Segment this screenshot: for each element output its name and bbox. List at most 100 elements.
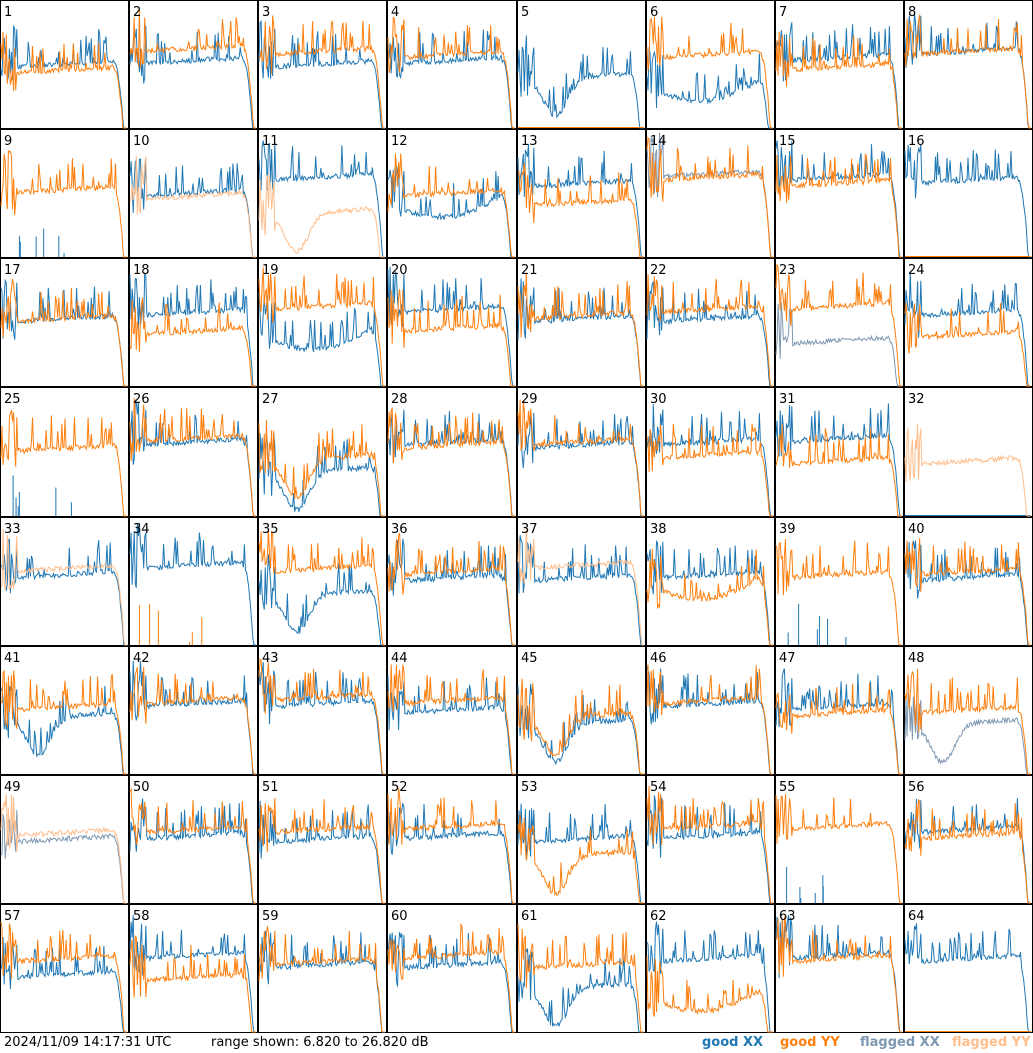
- panel-45-yy-line: [517, 678, 644, 775]
- panel-61-yy-line: [517, 923, 644, 1033]
- panel-frame: [904, 129, 1033, 258]
- panel-label: 55: [779, 780, 796, 795]
- panel-52-xx-line: [387, 803, 515, 904]
- panel-45: 45: [517, 646, 646, 775]
- panel-62-xx-line: [646, 921, 773, 1033]
- panel-42-yy-line: [129, 666, 256, 775]
- panel-60-yy-line: [387, 922, 515, 1033]
- panel-30-yy-line: [646, 423, 773, 517]
- legend-flagged-xx-label: flagged XX: [860, 1035, 940, 1050]
- panel-15-xx-line: [775, 140, 902, 258]
- panel-10: 10: [129, 129, 258, 258]
- panel-34: 34: [129, 517, 258, 646]
- panel-11: 11: [258, 129, 387, 258]
- panel-frame: [129, 258, 258, 387]
- legend-flagged-yy: flagged YY: [952, 1033, 1031, 1053]
- legend-good-yy: good YY: [780, 1033, 840, 1053]
- panel-label: 50: [133, 780, 150, 795]
- panel-4-yy-line: [387, 16, 515, 129]
- range-text: range shown: 6.820 to 26.820 dB: [211, 1035, 429, 1050]
- panel-30: 30: [646, 387, 775, 517]
- panel-label: 15: [779, 134, 796, 149]
- panel-55-yy-line: [775, 794, 902, 904]
- timestamp: 2024/11/09 14:17:31 UTC: [4, 1035, 172, 1050]
- panel-15: 15: [775, 129, 904, 258]
- panel-41-xx-line: [0, 679, 127, 775]
- panel-44: 44: [387, 646, 517, 775]
- panel-29: 29: [517, 387, 646, 517]
- panel-frame: [775, 129, 904, 258]
- panel-31-yy-line: [775, 424, 902, 517]
- panel-33-yy-line: [1, 528, 127, 646]
- panel-label: 36: [391, 522, 408, 537]
- panel-36: 36: [387, 517, 517, 646]
- panel-50-xx-line: [129, 798, 256, 904]
- panel-54: 54: [646, 775, 775, 904]
- panel-24-xx-line: [904, 271, 1031, 387]
- panel-14: 14: [646, 129, 775, 258]
- panel-label: 45: [521, 651, 538, 666]
- panel-35-xx-line: [258, 554, 385, 646]
- panel-31-xx-line: [775, 403, 902, 517]
- panel-53-xx-line: [517, 803, 644, 904]
- panel-frame: [517, 258, 646, 387]
- panel-label: 34: [133, 522, 150, 537]
- panel-label: 32: [908, 392, 925, 407]
- panel-38-xx-line: [646, 539, 773, 646]
- panel-37-xx-line: [517, 535, 644, 646]
- panel-label: 51: [262, 780, 279, 795]
- panel-frame: [258, 129, 387, 258]
- panel-16-xx-line: [904, 144, 1031, 258]
- panel-label: 38: [650, 522, 667, 537]
- panel-4-xx-line: [387, 25, 515, 129]
- panel-7-yy-line: [775, 31, 902, 129]
- panel-frame: [387, 387, 517, 517]
- footer: 2024/11/09 14:17:31 UTC range shown: 6.8…: [0, 1033, 1033, 1053]
- panel-frame: [517, 775, 646, 904]
- panel-57-xx-line: [0, 937, 127, 1033]
- panel-label: 59: [262, 909, 279, 924]
- panel-25-xx-line: [12, 475, 72, 516]
- panel-35: 35: [258, 517, 387, 646]
- panel-20-xx-line: [387, 266, 515, 387]
- panel-frame: [517, 517, 646, 646]
- panel-label: 52: [391, 780, 408, 795]
- panel-label: 61: [521, 909, 538, 924]
- panel-frame: [258, 646, 387, 775]
- panel-label: 19: [262, 263, 279, 278]
- legend-good-yy-label: good YY: [780, 1035, 840, 1050]
- panel-label: 41: [4, 651, 21, 666]
- panel-label: 39: [779, 522, 796, 537]
- panel-17-yy-line: [0, 278, 127, 387]
- panel-frame: [775, 904, 904, 1033]
- panel-frame: [646, 258, 775, 387]
- panel-49-yy-line: [0, 793, 127, 904]
- panel-64: 64: [904, 904, 1033, 1033]
- panel-label: 2: [133, 5, 141, 20]
- panel-8: 8: [904, 0, 1033, 129]
- panel-frame: [258, 775, 387, 904]
- panel-49: 49: [0, 775, 129, 904]
- panel-label: 21: [521, 263, 538, 278]
- panel-47-xx-line: [775, 668, 902, 775]
- panel-13: 13: [517, 129, 646, 258]
- panel-frame: [775, 387, 904, 517]
- panel-27-yy-line: [258, 419, 385, 517]
- panel-label: 8: [908, 5, 916, 20]
- panel-50-yy-line: [129, 787, 256, 904]
- panel-label: 63: [779, 909, 796, 924]
- panel-frame: [646, 0, 775, 129]
- panel-1: 1: [0, 0, 129, 129]
- panel-14-xx-line: [646, 132, 773, 258]
- panel-43-xx-line: [258, 662, 385, 775]
- panel-frame: [775, 775, 904, 904]
- panel-19-xx-line: [258, 292, 385, 387]
- panel-53: 53: [517, 775, 646, 904]
- panel-62-yy-line: [646, 956, 773, 1033]
- panel-22-xx-line: [646, 280, 773, 387]
- panel-2-xx-line: [129, 25, 256, 129]
- panel-41-yy-line: [0, 669, 127, 775]
- panel-34-xx-line: [129, 522, 256, 646]
- panel-frame: [258, 0, 387, 129]
